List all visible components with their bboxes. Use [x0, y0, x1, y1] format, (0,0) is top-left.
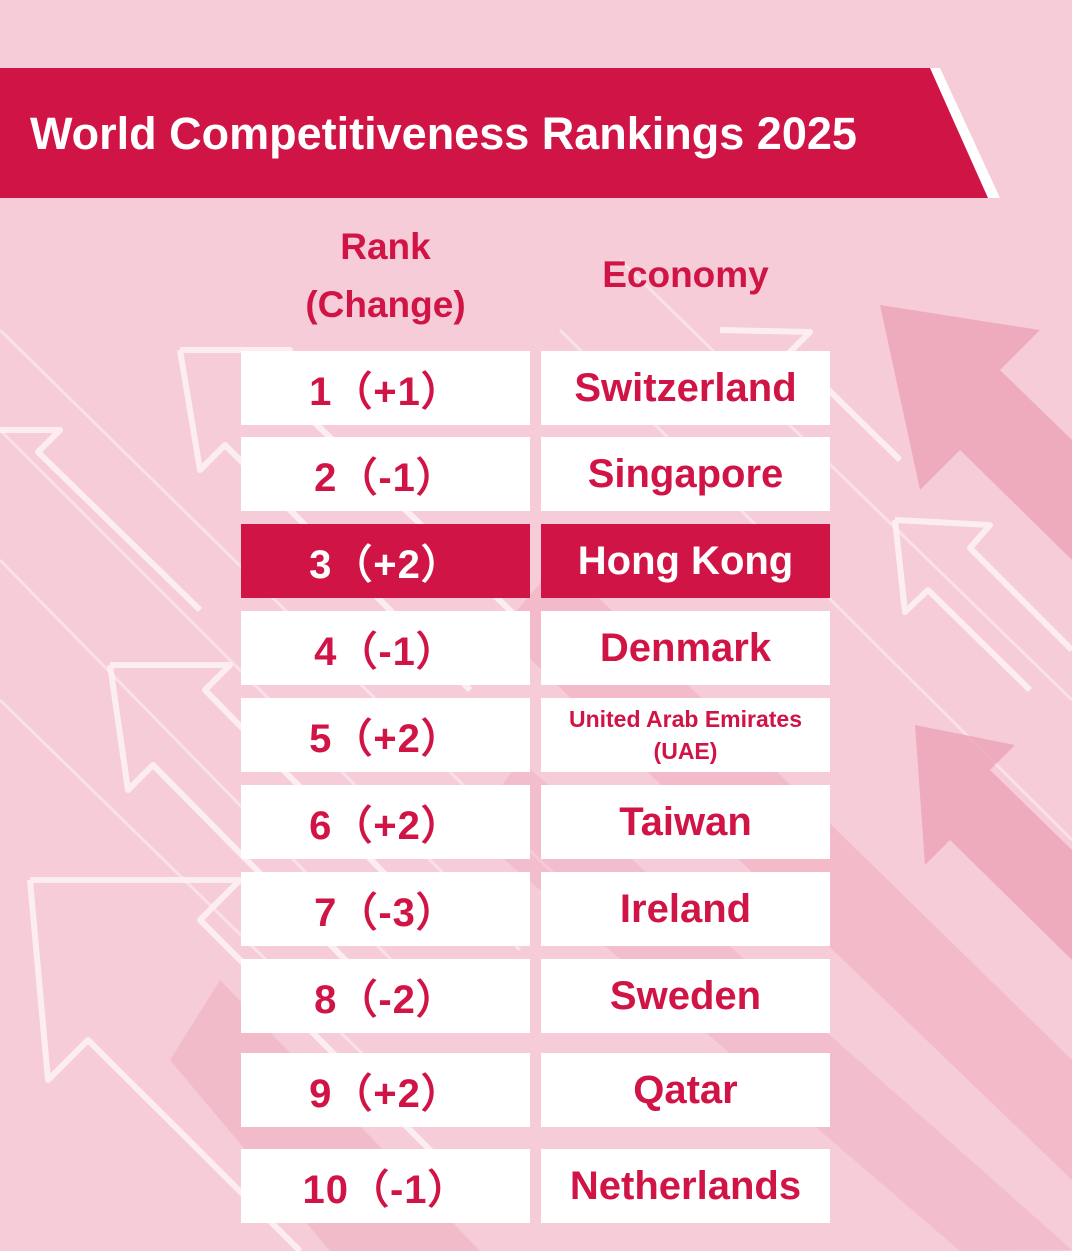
rank-cell: 1（+1） — [241, 351, 530, 425]
change-header-label: (Change) — [305, 284, 466, 325]
rank-cell: 3（+2） — [241, 524, 530, 598]
economy-cell: Singapore — [541, 437, 830, 511]
economy-cell: United Arab Emirates (UAE) — [541, 698, 830, 772]
up-arrow-icon — [892, 519, 1033, 693]
rank-cell: 10（-1） — [241, 1149, 530, 1223]
economy-cell: Qatar — [541, 1053, 830, 1127]
table-row: 3（+2） Hong Kong — [0, 524, 1072, 598]
economy-cell: Denmark — [541, 611, 830, 685]
up-arrow-icon — [0, 427, 203, 613]
rank-cell: 4（-1） — [241, 611, 530, 685]
up-arrow-icon — [27, 879, 303, 1251]
rank-cell: 7（-3） — [241, 872, 530, 946]
table-row: 4（-1） Denmark — [0, 611, 1072, 685]
rank-header-label: Rank — [340, 226, 431, 267]
up-arrow-icon — [894, 517, 1072, 653]
table-row: 2（-1） Singapore — [0, 437, 1072, 511]
economy-column-header: Economy — [602, 254, 769, 295]
up-arrow-icon — [719, 327, 903, 463]
up-arrow-icon — [880, 305, 1072, 560]
economy-cell: Taiwan — [541, 785, 830, 859]
table-row: 9（+2） Qatar — [0, 1053, 1072, 1127]
rank-cell: 8（-2） — [241, 959, 530, 1033]
up-arrow-icon — [915, 725, 1072, 960]
page-title: World Competitiveness Rankings 2025 — [30, 108, 857, 159]
table-row: 8（-2） Sweden — [0, 959, 1072, 1033]
banner-shape — [0, 68, 1000, 198]
title-banner: World Competitiveness Rankings 2025 — [0, 68, 1000, 198]
economy-cell: Switzerland — [541, 351, 830, 425]
table-row: 5（+2） United Arab Emirates (UAE) — [0, 698, 1072, 772]
economy-cell: Hong Kong — [541, 524, 830, 598]
table-row: 7（-3） Ireland — [0, 872, 1072, 946]
rank-cell: 6（+2） — [241, 785, 530, 859]
table-row: 10（-1） Netherlands — [0, 1149, 1072, 1223]
economy-cell: Netherlands — [541, 1149, 830, 1223]
economy-cell: Ireland — [541, 872, 830, 946]
rank-cell: 2（-1） — [241, 437, 530, 511]
table-row: 6（+2） Taiwan — [0, 785, 1072, 859]
table-row: 1（+1） Switzerland — [0, 351, 1072, 425]
rank-column-header: Rank (Change) — [241, 218, 530, 334]
rank-cell: 9（+2） — [241, 1053, 530, 1127]
economy-cell: Sweden — [541, 959, 830, 1033]
rank-cell: 5（+2） — [241, 698, 530, 772]
